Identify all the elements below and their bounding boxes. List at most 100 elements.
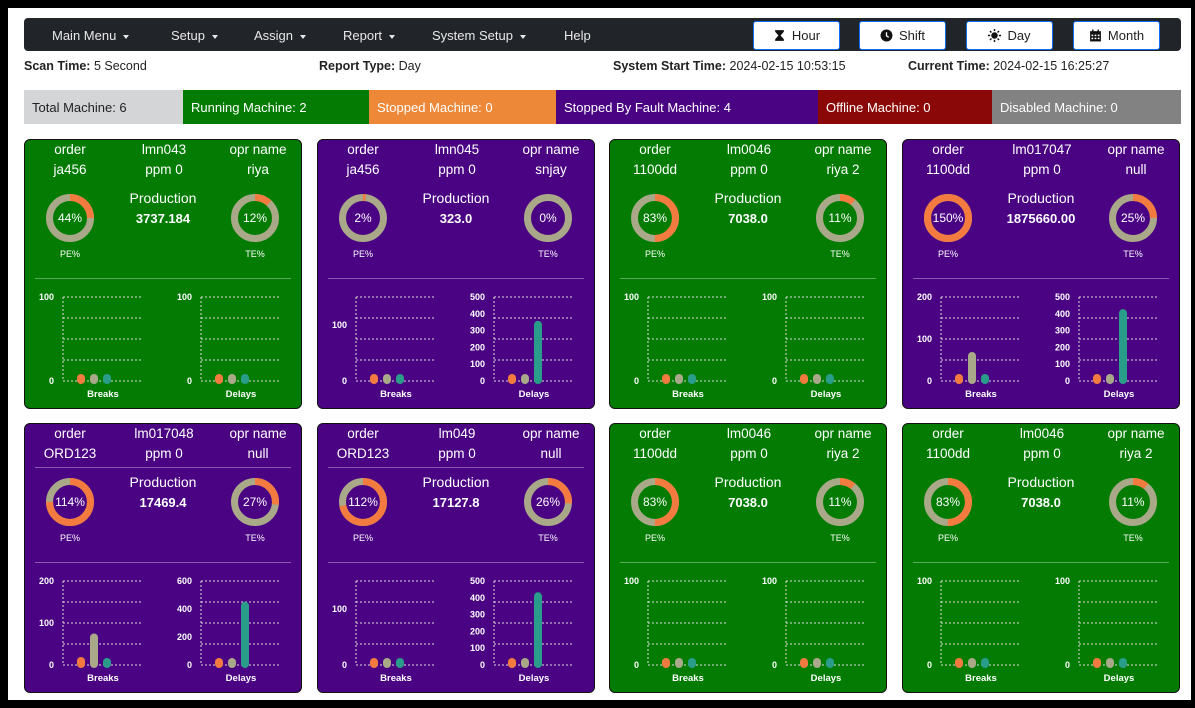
machine-status-bar: Total Machine: 6 Running Machine: 2 Stop… [24, 90, 1181, 124]
production-value: 3737.184 [135, 211, 191, 226]
system-start-time: System Start Time: 2024-02-15 10:53:15 [613, 59, 846, 73]
status-offline[interactable]: Offline Machine: 0 [818, 90, 992, 124]
status-stopped[interactable]: Stopped Machine: 0 [369, 90, 556, 124]
menu-setup[interactable]: Setup [171, 28, 218, 43]
pe-donut [923, 477, 973, 527]
machine-card[interactable]: order 1100dd lm0046 ppm 0 opr name riya 2 Prod… [609, 423, 887, 693]
breaks-chart: 0 100 [917, 576, 1021, 669]
status-label: Disabled Machine: 0 [1000, 99, 1118, 115]
pe-donut-arc [339, 478, 387, 526]
ppm-value: ppm 0 [438, 162, 476, 177]
pe-donut [338, 477, 388, 527]
breaks-chart-title: Breaks [965, 389, 997, 400]
section-divider [328, 278, 584, 279]
status-total[interactable]: Total Machine: 6 [24, 90, 183, 124]
delays-chart-title: Delays [810, 389, 842, 400]
te-donut [1108, 193, 1158, 243]
machine-card[interactable]: order ORD123 lm049 ppm 0 opr name null Product… [317, 423, 595, 693]
te-donut [815, 477, 865, 527]
operator-name: null [540, 446, 562, 461]
production-value: 17127.8 [432, 495, 480, 510]
header-divider [328, 467, 584, 468]
breaks-tick-label: 100 [39, 618, 54, 628]
production-value: 17469.4 [139, 495, 187, 510]
delays-tick-label: 0 [187, 660, 192, 669]
machine-card[interactable]: order ORD123 lm017048 ppm 0 opr name null Prod… [24, 423, 302, 693]
production-label: Production [422, 190, 490, 206]
machine-name: lm0046 [726, 426, 772, 441]
pe-donut-arc [46, 194, 94, 242]
hour-label: Hour [791, 28, 821, 43]
delays-chart-title: Delays [1103, 389, 1135, 400]
delays-tick-label: 500 [1055, 292, 1070, 302]
pe-percent: 83% [935, 495, 961, 509]
shift-button[interactable]: Shift [859, 21, 946, 50]
pe-donut-arc [924, 194, 972, 242]
breaks-chart: 0 100 [624, 576, 728, 669]
production-label: Production [422, 474, 490, 490]
delays-tick-label: 0 [772, 660, 777, 669]
machine-name: lm017047 [1012, 142, 1072, 157]
machine-card[interactable]: order ja456 lmn045 ppm 0 opr name snjay Produc… [317, 139, 595, 409]
breaks-chart-title: Breaks [380, 389, 412, 400]
delays-tick-label: 0 [1065, 376, 1070, 385]
pe-donut-arc [631, 478, 679, 526]
breaks-tick-label: 100 [917, 576, 932, 586]
te-percent: 11% [828, 495, 852, 509]
operator-label: opr name [814, 142, 872, 157]
breaks-tick-label: 0 [927, 660, 932, 669]
pe-donut [923, 193, 973, 243]
delays-tick-label: 100 [470, 359, 485, 369]
breaks-tick-label: 100 [39, 292, 54, 302]
delays-chart-title: Delays [225, 389, 257, 400]
order-value: 1100dd [925, 446, 971, 461]
month-button[interactable]: Month [1073, 21, 1160, 50]
production-label: Production [1007, 474, 1075, 490]
day-button[interactable]: Day [966, 21, 1053, 50]
hour-button[interactable]: Hour [753, 21, 840, 50]
status-label: Running Machine: 2 [191, 99, 307, 115]
breaks-chart-title: Breaks [672, 673, 704, 684]
breaks-chart: 0 100 200 [39, 576, 143, 669]
menu-main-menu[interactable]: Main Menu [52, 28, 130, 43]
menu-help[interactable]: Help [564, 28, 591, 43]
machine-card[interactable]: order 1100dd lm017047 ppm 0 opr name null Prod… [902, 139, 1180, 409]
section-divider [913, 278, 1169, 279]
machine-name: lm049 [438, 426, 476, 441]
delays-chart-title: Delays [518, 673, 550, 684]
te-donut-track [524, 194, 572, 242]
te-percent: 0% [539, 211, 557, 225]
te-caption: TE% [538, 533, 558, 543]
pe-caption: PE% [644, 249, 665, 259]
menu-report[interactable]: Report [343, 28, 396, 43]
menu-system-setup[interactable]: System Setup [432, 28, 526, 43]
production-value: 7038.0 [728, 495, 768, 510]
order-label: order [932, 142, 964, 157]
menu-assign[interactable]: Assign [254, 28, 307, 43]
operator-label: opr name [522, 426, 580, 441]
te-caption: TE% [830, 249, 850, 259]
machine-card[interactable]: order 1100dd lm0046 ppm 0 opr name riya 2 Prod… [609, 139, 887, 409]
pe-donut [45, 477, 95, 527]
delays-tick-label: 100 [470, 643, 485, 653]
status-disabled[interactable]: Disabled Machine: 0 [992, 90, 1181, 124]
machine-card[interactable]: order 1100dd lm0046 ppm 0 opr name riya 2 Prod… [902, 423, 1180, 693]
breaks-chart: 0 100 200 [917, 292, 1021, 385]
order-label: order [54, 142, 86, 157]
delays-tick-label: 400 [470, 593, 485, 603]
production-label: Production [129, 474, 197, 490]
te-donut [230, 477, 280, 527]
delays-chart: 0 200 400 600 [177, 576, 281, 669]
pe-donut-arc [46, 478, 94, 526]
sun-icon [988, 29, 1002, 42]
delays-tick-label: 200 [470, 342, 485, 352]
status-stopped-by-fault[interactable]: Stopped By Fault Machine: 4 [556, 90, 818, 124]
delays-chart-title: Delays [225, 673, 257, 684]
status-running[interactable]: Running Machine: 2 [183, 90, 369, 124]
machine-card[interactable]: order ja456 lmn043 ppm 0 opr name riya Product… [24, 139, 302, 409]
pe-percent: 83% [642, 495, 668, 509]
ppm-value: ppm 0 [145, 162, 183, 177]
delays-chart-title: Delays [1103, 673, 1135, 684]
te-donut-arc [524, 478, 572, 526]
operator-name: null [247, 446, 269, 461]
